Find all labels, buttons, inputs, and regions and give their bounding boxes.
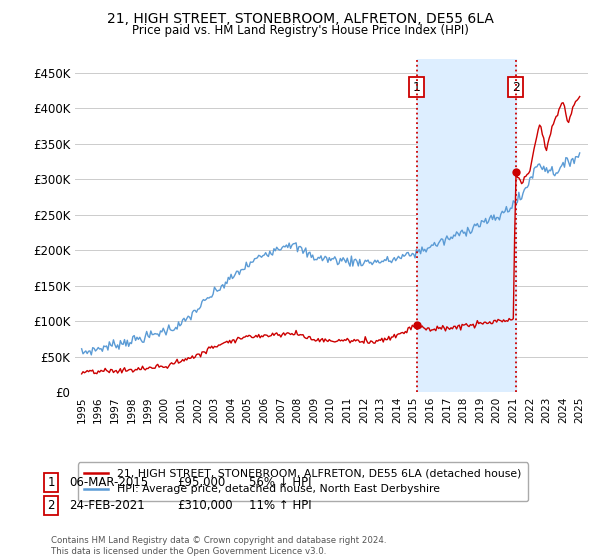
Text: 11% ↑ HPI: 11% ↑ HPI <box>249 498 311 512</box>
Text: £95,000: £95,000 <box>177 476 225 489</box>
Text: 1: 1 <box>47 476 55 489</box>
Bar <box>416 59 516 392</box>
Text: 2: 2 <box>47 498 55 512</box>
Text: 21, HIGH STREET, STONEBROOM, ALFRETON, DE55 6LA: 21, HIGH STREET, STONEBROOM, ALFRETON, D… <box>107 12 493 26</box>
Text: Contains HM Land Registry data © Crown copyright and database right 2024.
This d: Contains HM Land Registry data © Crown c… <box>51 536 386 556</box>
Text: £310,000: £310,000 <box>177 498 233 512</box>
Text: Price paid vs. HM Land Registry's House Price Index (HPI): Price paid vs. HM Land Registry's House … <box>131 24 469 37</box>
Text: 56% ↓ HPI: 56% ↓ HPI <box>249 476 311 489</box>
Legend: 21, HIGH STREET, STONEBROOM, ALFRETON, DE55 6LA (detached house), HPI: Average p: 21, HIGH STREET, STONEBROOM, ALFRETON, D… <box>78 463 528 501</box>
Text: 2: 2 <box>512 81 520 94</box>
Text: 06-MAR-2015: 06-MAR-2015 <box>69 476 148 489</box>
Text: 24-FEB-2021: 24-FEB-2021 <box>69 498 145 512</box>
Text: 1: 1 <box>413 81 421 94</box>
